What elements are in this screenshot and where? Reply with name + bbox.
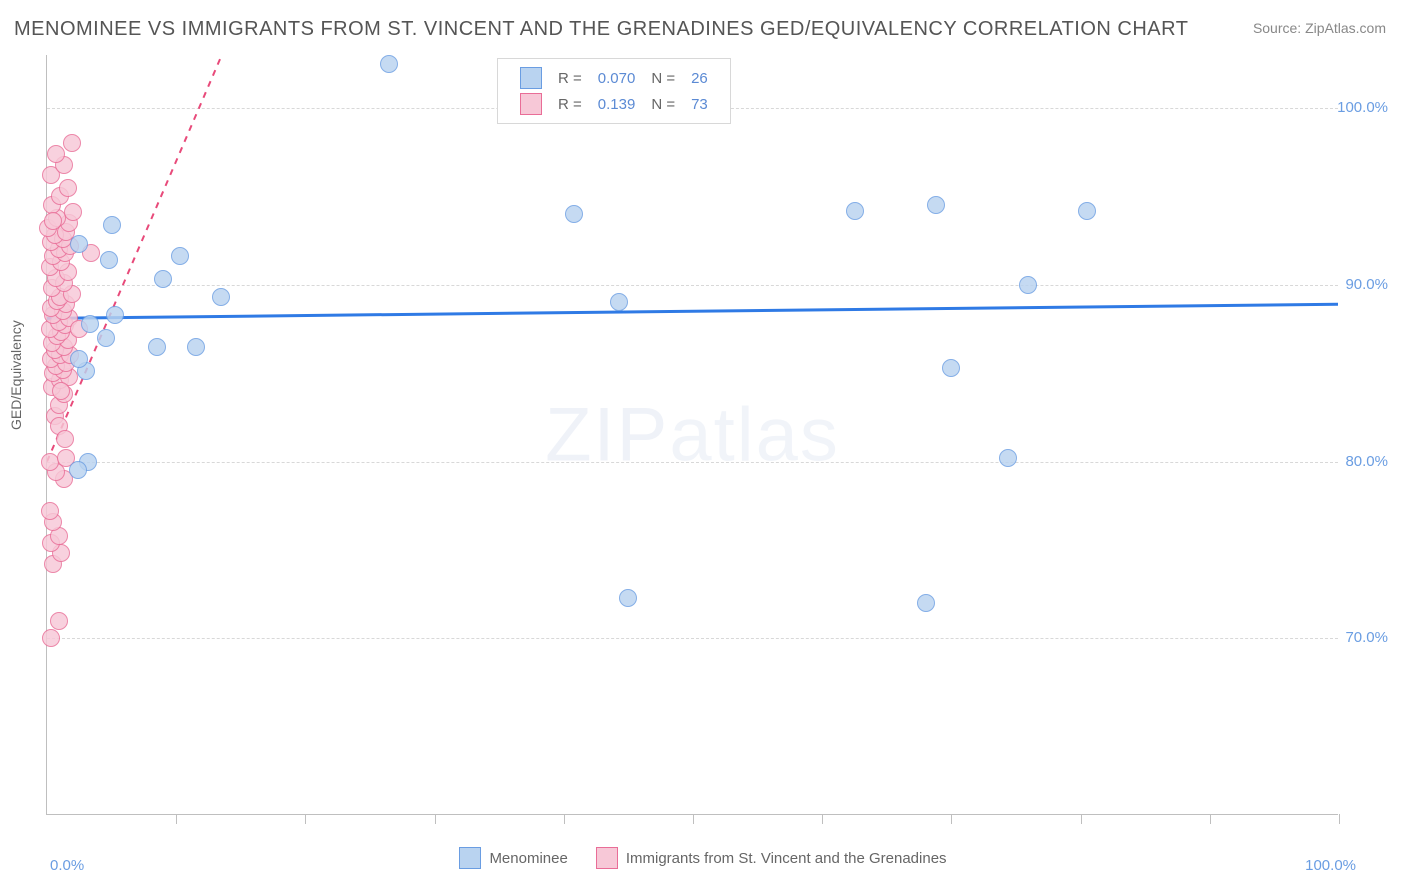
data-point-menominee [97, 329, 115, 347]
data-point-svg-immigrants [59, 179, 77, 197]
data-point-menominee [942, 359, 960, 377]
data-point-svg-immigrants [41, 502, 59, 520]
data-point-menominee [846, 202, 864, 220]
data-point-svg-immigrants [42, 629, 60, 647]
x-tick [1081, 814, 1082, 824]
legend-item-label: Immigrants from St. Vincent and the Gren… [626, 850, 947, 867]
r-label: R = [550, 91, 590, 117]
data-point-menominee [69, 461, 87, 479]
data-point-menominee [999, 449, 1017, 467]
x-tick [693, 814, 694, 824]
data-point-svg-immigrants [50, 612, 68, 630]
legend-bottom: Menominee Immigrants from St. Vincent and… [0, 847, 1406, 874]
data-point-menominee [1019, 276, 1037, 294]
data-point-menominee [212, 288, 230, 306]
data-point-svg-immigrants [56, 430, 74, 448]
legend-item: Immigrants from St. Vincent and the Gren… [596, 847, 947, 869]
data-point-menominee [70, 350, 88, 368]
data-point-menominee [148, 338, 166, 356]
data-point-svg-immigrants [63, 134, 81, 152]
r-label: R = [550, 65, 590, 91]
data-point-svg-immigrants [41, 453, 59, 471]
data-point-menominee [619, 589, 637, 607]
chart-title: MENOMINEE VS IMMIGRANTS FROM ST. VINCENT… [14, 18, 1188, 41]
y-axis-label: GED/Equivalency [8, 320, 24, 430]
y-tick-label: 70.0% [1345, 629, 1388, 646]
watermark: ZIPatlas [545, 391, 840, 478]
n-label: N = [643, 65, 683, 91]
data-point-menominee [187, 338, 205, 356]
n-value: 73 [683, 91, 716, 117]
r-value: 0.139 [590, 91, 644, 117]
gridline-horizontal [47, 285, 1338, 286]
x-tick [564, 814, 565, 824]
data-point-svg-immigrants [47, 145, 65, 163]
legend-swatch [520, 67, 542, 89]
x-tick [1210, 814, 1211, 824]
legend-stats: R =0.070N =26R =0.139N =73 [497, 58, 731, 124]
data-point-menominee [81, 315, 99, 333]
watermark-bold: ZIP [545, 392, 669, 477]
data-point-menominee [565, 205, 583, 223]
x-tick [1339, 814, 1340, 824]
s1-trend-line [47, 304, 1338, 318]
trend-overlay [47, 55, 1338, 814]
y-tick-label: 100.0% [1337, 99, 1388, 116]
x-tick [305, 814, 306, 824]
x-tick [822, 814, 823, 824]
legend-swatch [520, 93, 542, 115]
n-label: N = [643, 91, 683, 117]
x-tick [435, 814, 436, 824]
data-point-menominee [106, 306, 124, 324]
legend-swatch [459, 847, 481, 869]
legend-stats-row: R =0.070N =26 [512, 65, 716, 91]
data-point-svg-immigrants [44, 212, 62, 230]
x-tick [951, 814, 952, 824]
data-point-menominee [610, 293, 628, 311]
x-tick [176, 814, 177, 824]
r-value: 0.070 [590, 65, 644, 91]
data-point-menominee [100, 251, 118, 269]
gridline-horizontal [47, 462, 1338, 463]
legend-item-label: Menominee [489, 850, 567, 867]
watermark-thin: atlas [669, 392, 840, 477]
data-point-svg-immigrants [52, 382, 70, 400]
source-credit: Source: ZipAtlas.com [1253, 20, 1386, 36]
data-point-menominee [380, 55, 398, 73]
y-tick-label: 90.0% [1345, 276, 1388, 293]
legend-stats-row: R =0.139N =73 [512, 91, 716, 117]
data-point-menominee [917, 594, 935, 612]
data-point-menominee [1078, 202, 1096, 220]
gridline-horizontal [47, 638, 1338, 639]
data-point-menominee [103, 216, 121, 234]
plot-area: ZIPatlas R =0.070N =26R =0.139N =73 [46, 55, 1338, 815]
n-value: 26 [683, 65, 716, 91]
y-tick-label: 80.0% [1345, 453, 1388, 470]
data-point-menominee [154, 270, 172, 288]
data-point-menominee [927, 196, 945, 214]
legend-swatch [596, 847, 618, 869]
data-point-svg-immigrants [64, 203, 82, 221]
data-point-menominee [70, 235, 88, 253]
legend-item: Menominee [459, 847, 567, 869]
data-point-menominee [171, 247, 189, 265]
